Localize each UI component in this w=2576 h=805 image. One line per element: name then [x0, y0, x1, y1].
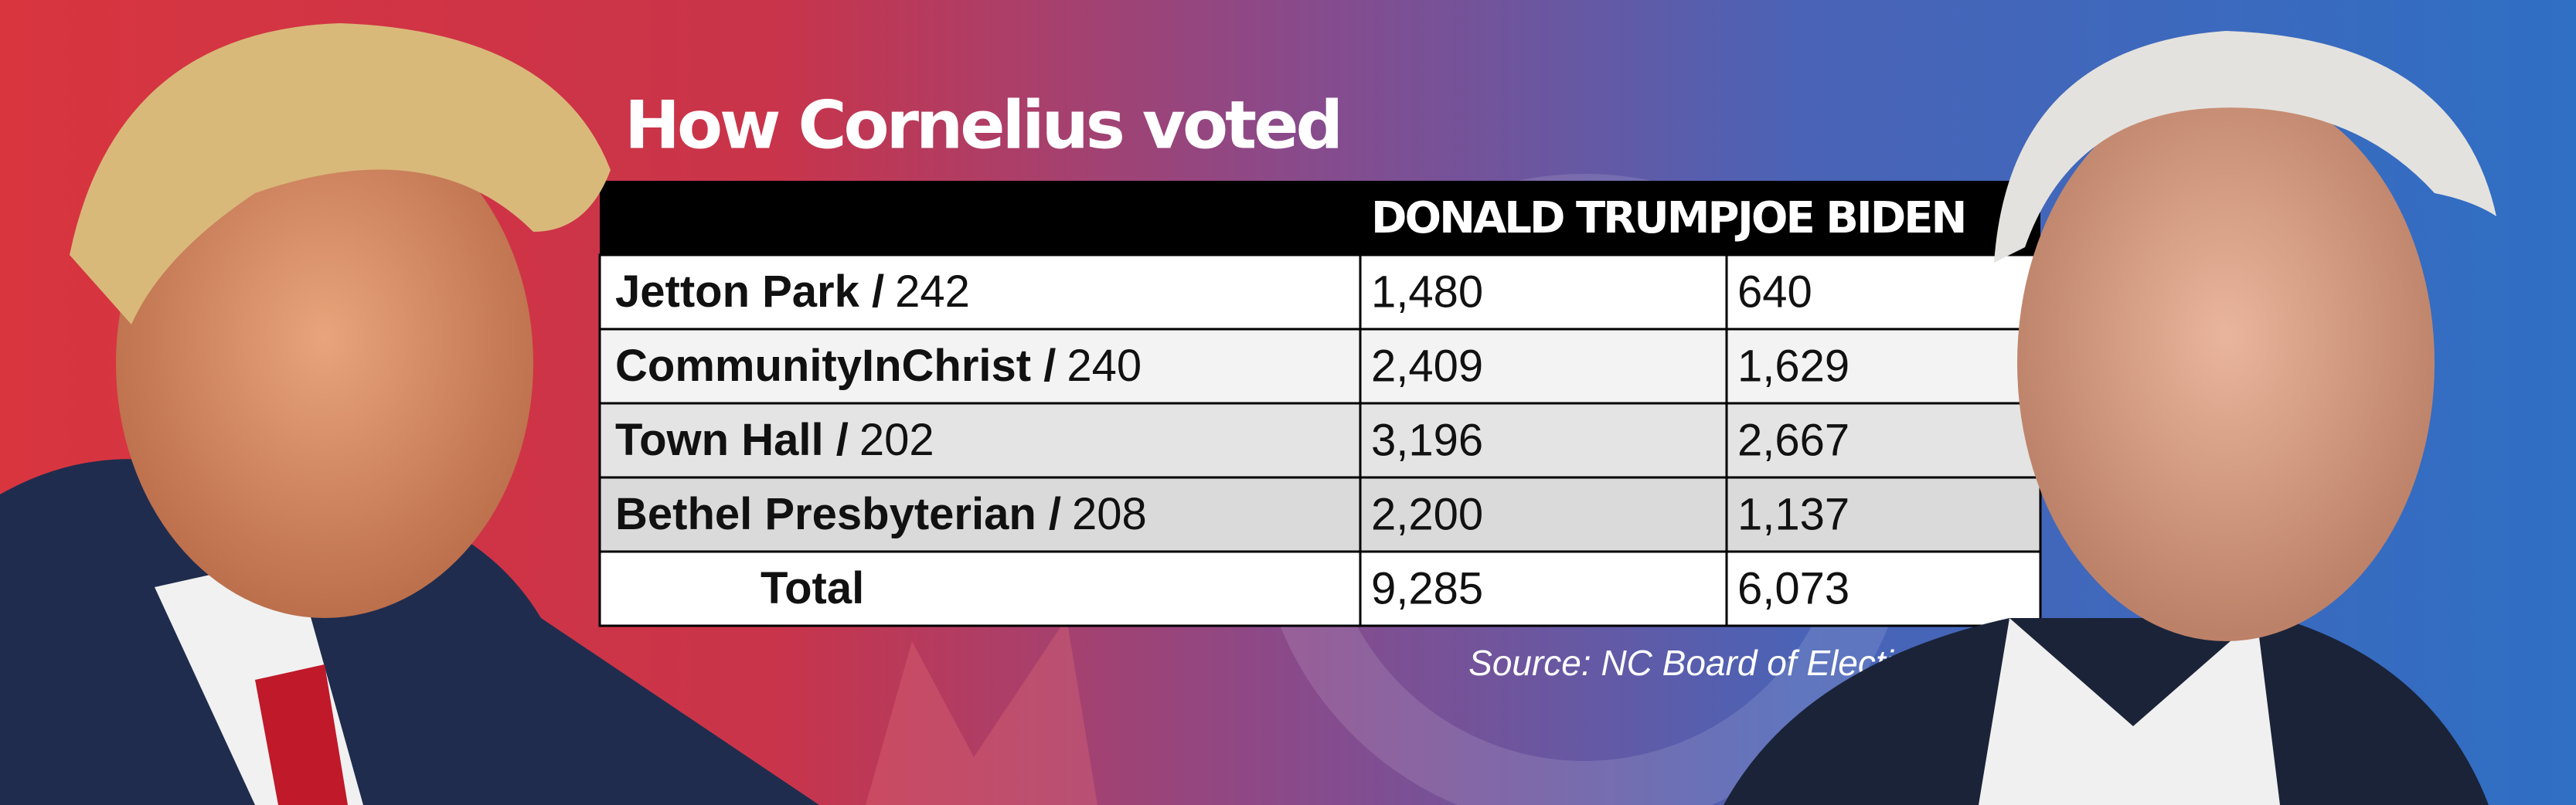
title: How Cornelius voted	[624, 87, 1340, 164]
vote-count: 1,629	[1737, 341, 1849, 391]
row-label: Total	[761, 563, 864, 613]
precinct-name: Bethel Presbyterian /	[615, 489, 1061, 539]
column-header: JOE BIDEN	[1734, 193, 1965, 243]
row-label: CommunityInChrist /240	[615, 341, 1142, 391]
vote-count: 640	[1737, 267, 1812, 317]
results-table: DONALD TRUMP JOE BIDEN Jetton Park /242 1,4…	[598, 181, 2042, 627]
precinct-number: 240	[1067, 341, 1142, 391]
vote-count: 2,200	[1371, 489, 1483, 539]
table-row	[598, 253, 2042, 331]
row-label: Bethel Presbyterian /208	[615, 489, 1147, 539]
precinct-name: Jetton Park /	[615, 267, 884, 317]
precinct-number: 242	[895, 267, 970, 317]
vote-count: 1,137	[1737, 489, 1849, 539]
vote-count: 6,073	[1737, 563, 1849, 613]
vote-count: 2,409	[1371, 341, 1483, 391]
row-label: Town Hall /202	[615, 415, 934, 465]
portrait-right	[1724, 31, 2496, 805]
header-row	[600, 181, 2040, 255]
star-decor	[866, 618, 1097, 805]
portrait-left	[0, 23, 819, 805]
vote-count: 2,667	[1737, 415, 1849, 465]
precinct-name: CommunityInChrist /	[615, 341, 1056, 391]
table-row	[598, 328, 2042, 405]
vote-count: 1,480	[1371, 267, 1483, 317]
vote-count: 9,285	[1371, 563, 1483, 613]
table-row	[598, 550, 2042, 627]
precinct-name: Town Hall /	[615, 415, 849, 465]
row-label: Jetton Park /242	[615, 267, 970, 317]
vote-count: 3,196	[1371, 415, 1483, 465]
precinct-name: Total	[761, 563, 864, 613]
precinct-number: 208	[1072, 489, 1147, 539]
table-row	[598, 402, 2042, 479]
precinct-number: 202	[859, 415, 934, 465]
column-header: DONALD TRUMP	[1371, 193, 1737, 243]
